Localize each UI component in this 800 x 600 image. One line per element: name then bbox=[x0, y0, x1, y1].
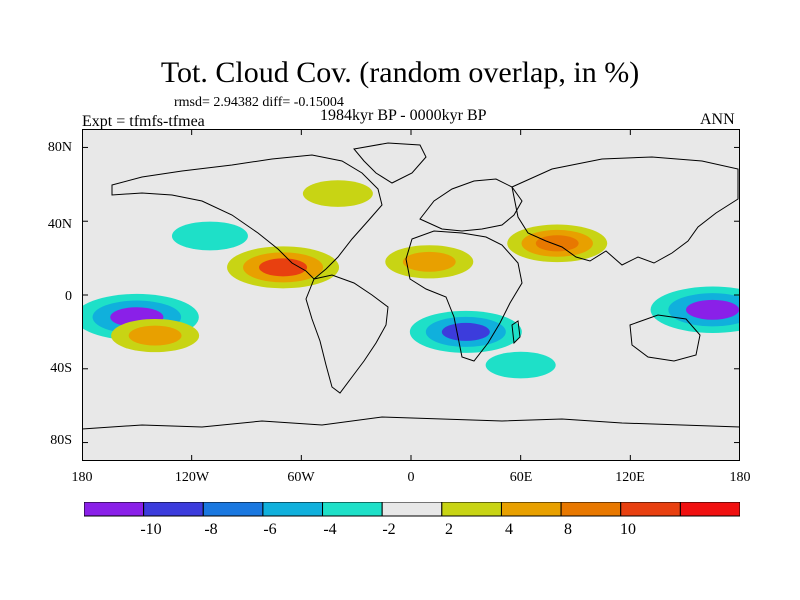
coastlines bbox=[82, 142, 740, 430]
colorbar-swatch bbox=[500, 502, 562, 517]
colorbar-swatch bbox=[322, 502, 383, 517]
season-label: ANN bbox=[700, 111, 735, 128]
colorbar-swatch bbox=[202, 502, 264, 517]
x-tick-label: 60E bbox=[509, 470, 533, 485]
colorbar-swatch bbox=[84, 502, 145, 517]
x-tick-label: 180 bbox=[729, 470, 751, 485]
colorbar-label: 8 bbox=[564, 521, 572, 538]
colorbar-label: 10 bbox=[620, 521, 636, 538]
colorbar-swatch bbox=[143, 502, 204, 517]
colorbar-swatch bbox=[441, 502, 502, 517]
madagascar-coast bbox=[511, 320, 521, 345]
anomaly-field bbox=[82, 180, 740, 379]
antarctica-coast bbox=[82, 416, 740, 430]
anomaly-patch-west-pacific-warm-pool bbox=[686, 299, 740, 320]
colorbar-swatch bbox=[381, 502, 443, 517]
x-tick-label: 180 bbox=[71, 470, 93, 485]
africa-coast bbox=[405, 230, 523, 362]
colorbar-swatch bbox=[560, 502, 622, 517]
anomaly-patch-sahara-sahel bbox=[402, 251, 456, 272]
y-tick-label: 80S bbox=[50, 433, 72, 448]
axis-ticks bbox=[82, 129, 740, 461]
colorbar-label: -8 bbox=[204, 521, 218, 538]
rmsd-diff-stats: rmsd= 2.94382 diff= -0.15004 bbox=[174, 95, 344, 110]
colorbar-label: -2 bbox=[382, 521, 396, 538]
anomaly-patch-southern-africa bbox=[441, 322, 490, 341]
y-tick-label: 40S bbox=[50, 361, 72, 376]
anomaly-patch-south-pacific-east bbox=[128, 325, 182, 346]
anomaly-patch-india-tibet bbox=[535, 235, 579, 252]
experiment-label: Expt = tfmfs-tfmea bbox=[82, 113, 205, 130]
time-period-label: 1984kyr BP - 0000kyr BP bbox=[320, 107, 487, 124]
x-tick-label: 0 bbox=[407, 470, 415, 485]
anomaly-patch-north-atlantic bbox=[302, 180, 373, 207]
anomaly-patch-southern-indian-ocean bbox=[485, 351, 556, 379]
colorbar-label: -6 bbox=[263, 521, 277, 538]
colorbar-label: 4 bbox=[505, 521, 513, 538]
colorbar-swatch bbox=[262, 502, 324, 517]
colorbar-label: -4 bbox=[323, 521, 337, 538]
colorbar-label: -10 bbox=[140, 521, 162, 538]
x-tick-label: 120W bbox=[174, 470, 210, 485]
y-tick-label: 0 bbox=[65, 289, 72, 304]
y-tick-label: 80N bbox=[47, 140, 72, 155]
south-america-coast bbox=[305, 274, 389, 394]
chart-title: Tot. Cloud Cov. (random overlap, in %) bbox=[160, 56, 640, 89]
x-tick-label: 120E bbox=[615, 470, 645, 485]
north-america-coast bbox=[111, 154, 383, 280]
colorbar-swatch bbox=[620, 502, 681, 517]
map-background bbox=[82, 129, 740, 461]
y-tick-label: 40N bbox=[47, 217, 72, 232]
colorbar bbox=[84, 502, 740, 517]
colorbar-label: 2 bbox=[445, 521, 453, 538]
anomaly-patch-caribbean bbox=[259, 258, 308, 277]
x-tick-label: 60W bbox=[287, 470, 315, 485]
asia-coast bbox=[511, 156, 739, 266]
colorbar-swatch bbox=[679, 502, 740, 517]
greenland-coast bbox=[353, 142, 427, 184]
anomaly-map bbox=[82, 129, 740, 461]
australia-coast bbox=[629, 314, 701, 362]
anomaly-patch-north-pacific-band bbox=[187, 227, 233, 245]
europe-coast bbox=[419, 178, 523, 232]
